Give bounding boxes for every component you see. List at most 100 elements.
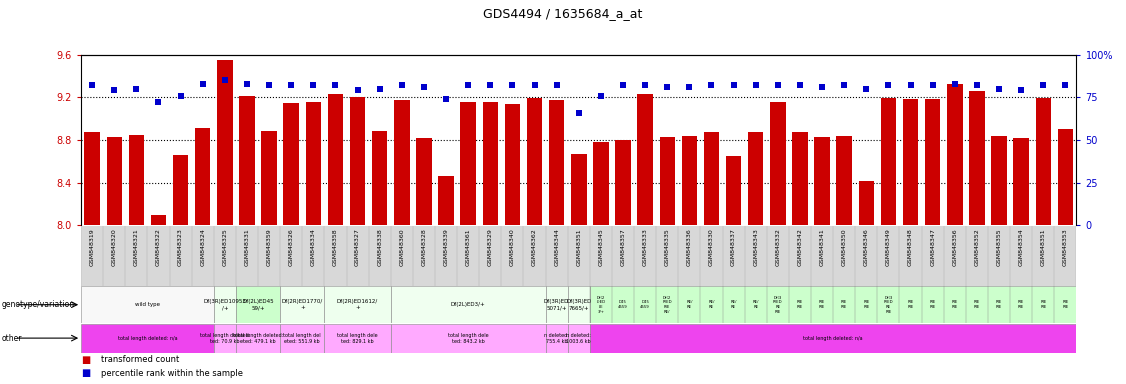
Bar [615,140,631,225]
Text: GSM848328: GSM848328 [421,228,427,266]
Bar [590,324,1076,353]
Text: genotype/variation: genotype/variation [1,300,74,309]
Bar [461,101,476,225]
Text: ■: ■ [81,368,90,379]
Text: GSM848330: GSM848330 [709,228,714,266]
Bar [261,131,277,225]
Bar [280,286,324,323]
Bar [214,324,236,353]
Bar [748,132,763,225]
Bar [770,101,786,225]
Text: GSM848337: GSM848337 [731,228,736,266]
Text: RE/
RE: RE/ RE [686,300,692,309]
Text: GSM848349: GSM848349 [886,228,891,266]
Bar [483,101,498,225]
Bar [391,286,546,323]
Bar [173,155,188,225]
Text: GSM848326: GSM848326 [288,228,294,266]
Text: GSM848350: GSM848350 [842,228,847,266]
Bar [350,97,365,225]
Text: RIE
RIE: RIE RIE [1062,300,1069,309]
Text: RIE
RIE: RIE RIE [930,300,936,309]
Text: GSM848358: GSM848358 [333,228,338,266]
Text: GSM848341: GSM848341 [820,228,824,266]
Text: D45
4559: D45 4559 [618,300,628,309]
Text: Df(2R)ED1770/
+: Df(2R)ED1770/ + [282,299,323,310]
Bar [217,60,233,225]
Text: GSM848333: GSM848333 [643,228,647,266]
Text: GSM848329: GSM848329 [488,228,493,266]
Bar [903,99,919,225]
Text: GSM848351: GSM848351 [1040,228,1046,266]
Bar [239,96,254,225]
Text: GSM848343: GSM848343 [753,228,758,266]
Bar [372,131,387,225]
Bar [793,132,807,225]
Text: RIE
RIE: RIE RIE [995,300,1002,309]
Text: GSM848320: GSM848320 [111,228,117,266]
Bar [324,286,391,323]
Bar [81,286,214,323]
Bar [417,138,431,225]
Text: GSM848356: GSM848356 [953,228,957,266]
Bar [969,91,984,225]
Text: GSM848362: GSM848362 [531,228,537,266]
Bar [280,324,324,353]
Text: Df(3R)ED
7665/+: Df(3R)ED 7665/+ [566,299,591,310]
Text: Df(3
R)ED
RE
RIE: Df(3 R)ED RE RIE [884,296,893,314]
Bar [991,136,1007,225]
Text: total length dele
ted: 829.1 kb: total length dele ted: 829.1 kb [338,333,378,344]
Bar [1013,138,1029,225]
Text: GSM848334: GSM848334 [311,228,315,266]
Bar [568,286,590,323]
Text: RIE
RIE: RIE RIE [841,300,848,309]
Bar [438,176,454,225]
Text: total length deleted: n/a: total length deleted: n/a [803,336,863,341]
Text: total length dele
ted: 843.2 kb: total length dele ted: 843.2 kb [448,333,489,344]
Text: RIE
RIE: RIE RIE [974,300,980,309]
Text: RIE
RIE: RIE RIE [908,300,913,309]
Text: transformed count: transformed count [101,356,179,364]
Bar [859,180,874,225]
Text: GDS4494 / 1635684_a_at: GDS4494 / 1635684_a_at [483,7,643,20]
Bar [837,136,852,225]
Text: GSM848342: GSM848342 [797,228,803,266]
Bar [546,324,568,353]
Bar [660,137,674,225]
Bar [284,103,298,225]
Text: GSM848338: GSM848338 [377,228,382,266]
Text: GSM848322: GSM848322 [157,228,161,266]
Text: GSM848325: GSM848325 [222,228,227,266]
Text: n deleted:
1003.6 kb: n deleted: 1003.6 kb [566,333,591,344]
Text: GSM848357: GSM848357 [620,228,626,266]
Text: RIE
RIE: RIE RIE [1018,300,1025,309]
Text: GSM848335: GSM848335 [664,228,670,266]
Bar [924,99,940,225]
Bar [305,101,321,225]
Text: wild type: wild type [135,302,160,307]
Bar [195,128,211,225]
Text: Df(2
R)ED
R/E
RE/: Df(2 R)ED R/E RE/ [662,296,672,314]
Bar [548,101,564,225]
Text: GSM848353: GSM848353 [1063,228,1067,266]
Bar [571,154,587,225]
Bar [881,98,896,225]
Bar [81,324,214,353]
Bar [84,132,100,225]
Bar [1036,98,1051,225]
Text: total length del
eted: 551.9 kb: total length del eted: 551.9 kb [284,333,321,344]
Text: GSM848355: GSM848355 [997,228,1001,266]
Text: GSM848347: GSM848347 [930,228,936,266]
Bar [394,101,410,225]
Text: Df(3
R)ED
RE
RIE: Df(3 R)ED RE RIE [774,296,783,314]
Bar [637,94,653,225]
Text: RE/
RE: RE/ RE [731,300,736,309]
Bar [151,215,167,225]
Text: GSM848354: GSM848354 [1019,228,1024,266]
Bar [814,137,830,225]
Text: RIE
RIE: RIE RIE [819,300,825,309]
Text: RE/
RE: RE/ RE [752,300,759,309]
Bar [593,142,609,225]
Bar [590,286,1076,323]
Text: GSM848359: GSM848359 [267,228,271,266]
